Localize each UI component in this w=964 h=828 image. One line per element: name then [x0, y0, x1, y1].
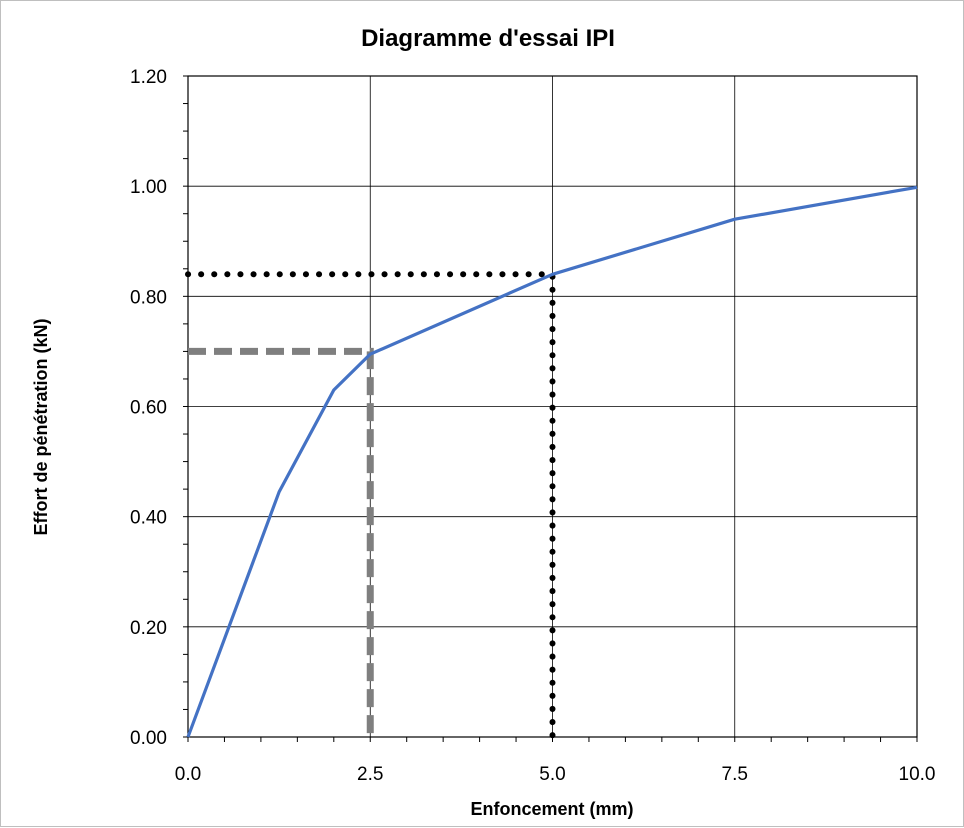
- x-tick-label-4: 10.0: [899, 764, 936, 785]
- x-tick-label-0: 0.0: [175, 764, 201, 785]
- y-tick-label-4: 0.80: [130, 287, 167, 308]
- y-tick-label-3: 0.60: [130, 398, 167, 419]
- x-tick-label-2: 5.0: [539, 764, 565, 785]
- chart-title: Diagramme d'essai IPI: [361, 25, 615, 52]
- minor-ticks: [183, 75, 918, 742]
- x-tick-label-3: 7.5: [722, 764, 748, 785]
- x-axis-title: Enfoncement (mm): [470, 799, 633, 819]
- y-tick-label-5: 1.00: [130, 177, 167, 198]
- series-lines: [186, 185, 918, 738]
- series-line-0: [186, 185, 918, 738]
- y-tick-label-6: 1.20: [130, 67, 167, 88]
- y-tick-labels: 0.00 0.20 0.40 0.60 0.80 1.00 1.20: [130, 67, 167, 749]
- x-tick-labels: 0.0 2.5 5.0 7.5 10.0: [175, 764, 936, 785]
- y-axis-title: Effort de pénétration (kN): [31, 318, 51, 535]
- y-tick-label-1: 0.20: [130, 618, 167, 639]
- reference-line-dashed: [188, 347, 374, 737]
- y-tick-label-0: 0.00: [130, 728, 167, 749]
- y-tick-label-2: 0.40: [130, 508, 167, 529]
- x-tick-label-1: 2.5: [357, 764, 383, 785]
